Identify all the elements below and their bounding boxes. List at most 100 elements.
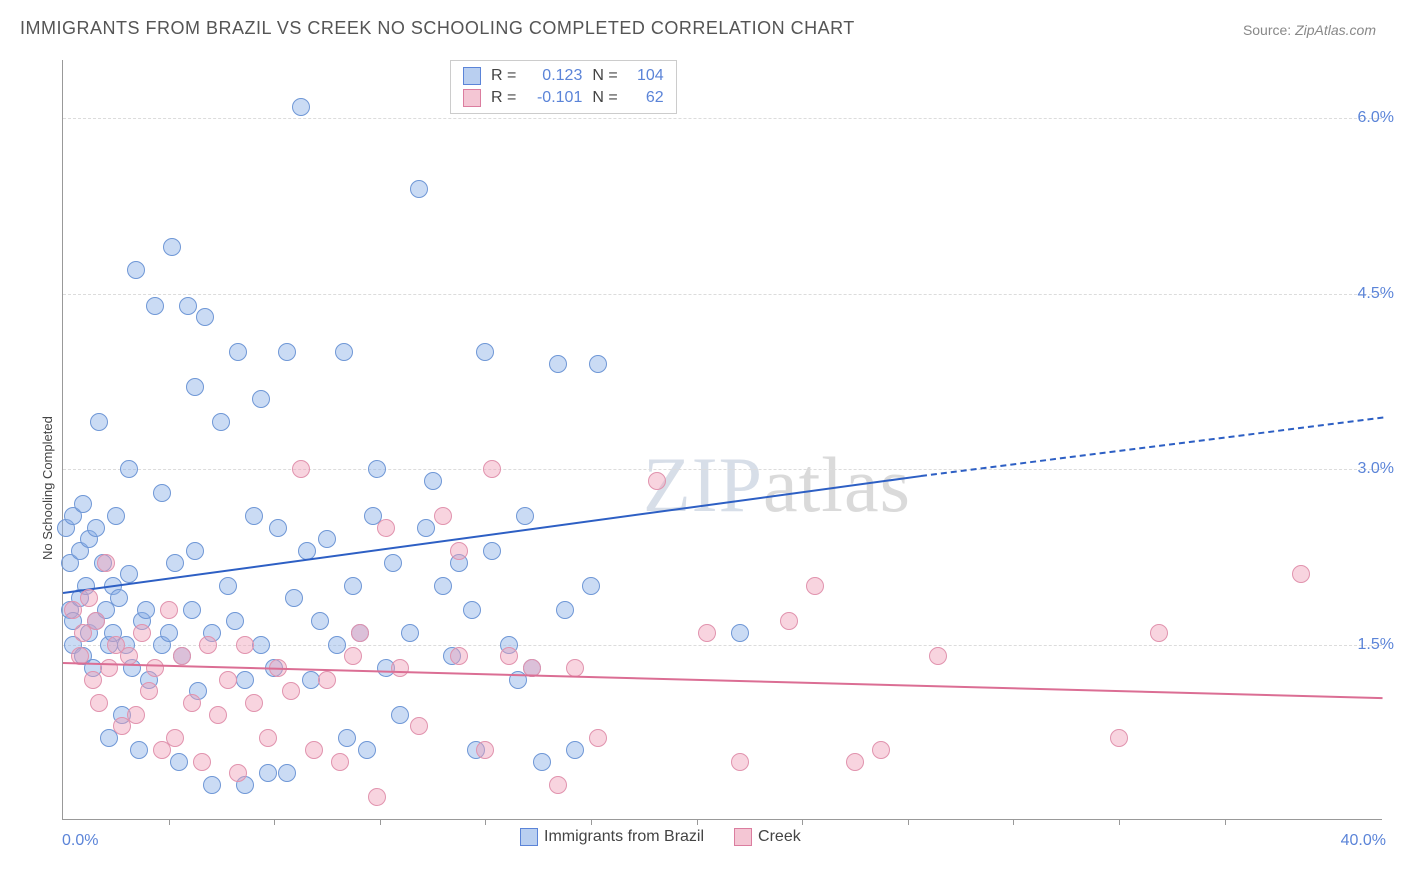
legend-n-label: N = [592,87,617,109]
scatter-point [259,764,277,782]
legend-n-label: N = [592,65,617,87]
watermark-atlas: atlas [763,441,911,528]
scatter-point [87,612,105,630]
x-tick [380,819,381,825]
scatter-point [179,297,197,315]
scatter-point [476,741,494,759]
x-tick [485,819,486,825]
x-tick [802,819,803,825]
scatter-point [146,659,164,677]
trend-line-extrapolated [921,417,1383,477]
scatter-point [292,460,310,478]
scatter-point [84,671,102,689]
scatter-point [80,589,98,607]
scatter-point [566,741,584,759]
scatter-point [1292,565,1310,583]
scatter-point [318,671,336,689]
legend-swatch [734,828,752,846]
scatter-point [245,507,263,525]
scatter-point [100,659,118,677]
scatter-point [305,741,323,759]
scatter-point [252,390,270,408]
scatter-point [166,729,184,747]
series-legend-item: Immigrants from Brazil [520,828,704,846]
scatter-point [90,413,108,431]
scatter-point [566,659,584,677]
x-tick [591,819,592,825]
scatter-point [533,753,551,771]
scatter-point [483,460,501,478]
scatter-point [1110,729,1128,747]
scatter-point [170,753,188,771]
scatter-point [226,612,244,630]
scatter-point [292,98,310,116]
correlation-legend-row: R =-0.101N =62 [463,87,664,109]
legend-r-label: R = [491,65,516,87]
scatter-point [410,180,428,198]
x-tick [1225,819,1226,825]
scatter-point [186,542,204,560]
gridline [63,469,1382,470]
trend-line [63,475,921,594]
scatter-point [302,671,320,689]
scatter-point [335,343,353,361]
scatter-point [476,343,494,361]
scatter-point [549,355,567,373]
legend-swatch [463,89,481,107]
correlation-legend: R =0.123N =104R =-0.101N =62 [450,60,677,114]
scatter-point [929,647,947,665]
scatter-point [252,636,270,654]
scatter-point [331,753,349,771]
trend-line [63,662,1383,699]
scatter-point [245,694,263,712]
scatter-point [229,343,247,361]
scatter-point [140,682,158,700]
scatter-point [160,624,178,642]
scatter-point [483,542,501,560]
source-label: Source: [1243,22,1291,38]
scatter-point [401,624,419,642]
legend-r-label: R = [491,87,516,109]
scatter-point [133,624,151,642]
scatter-point [163,238,181,256]
scatter-point [153,484,171,502]
scatter-point [731,624,749,642]
correlation-legend-row: R =0.123N =104 [463,65,664,87]
scatter-point [648,472,666,490]
scatter-point [259,729,277,747]
scatter-point [351,624,369,642]
scatter-point [173,647,191,665]
scatter-point [450,647,468,665]
plot-area: ZIPatlas [62,60,1382,820]
scatter-point [203,776,221,794]
scatter-point [127,706,145,724]
x-tick [1013,819,1014,825]
scatter-point [344,577,362,595]
source-value: ZipAtlas.com [1295,22,1376,38]
y-axis-label: No Schooling Completed [40,416,55,560]
legend-swatch [520,828,538,846]
scatter-point [780,612,798,630]
legend-swatch [463,67,481,85]
scatter-point [183,601,201,619]
scatter-point [160,601,178,619]
scatter-point [212,413,230,431]
y-tick-label: 1.5% [1358,636,1394,654]
scatter-point [556,601,574,619]
y-tick-label: 3.0% [1358,460,1394,478]
x-axis-max-label: 40.0% [1341,832,1386,850]
scatter-point [391,659,409,677]
scatter-point [806,577,824,595]
scatter-point [311,612,329,630]
scatter-point [107,507,125,525]
series-legend-label: Creek [758,828,801,845]
scatter-point [368,788,386,806]
x-tick [274,819,275,825]
scatter-point [87,519,105,537]
scatter-point [120,460,138,478]
scatter-point [582,577,600,595]
series-legend: Immigrants from Brazil Creek [520,828,801,846]
scatter-point [846,753,864,771]
scatter-point [219,577,237,595]
scatter-point [417,519,435,537]
